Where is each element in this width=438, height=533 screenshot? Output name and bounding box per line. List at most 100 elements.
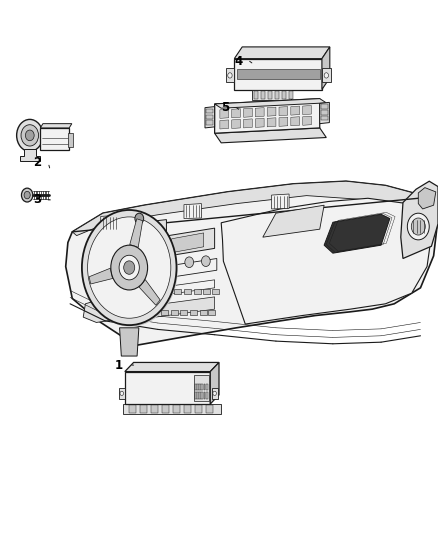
- Circle shape: [407, 213, 429, 240]
- Polygon shape: [234, 47, 330, 59]
- Circle shape: [168, 258, 177, 269]
- Bar: [204, 384, 205, 390]
- Circle shape: [124, 261, 135, 274]
- Text: 2: 2: [33, 156, 41, 169]
- Bar: [206, 120, 213, 125]
- Circle shape: [120, 391, 124, 395]
- Polygon shape: [272, 194, 289, 209]
- Bar: [140, 405, 147, 413]
- Polygon shape: [125, 372, 210, 404]
- Bar: [201, 392, 203, 399]
- Polygon shape: [125, 362, 219, 372]
- Bar: [206, 109, 213, 113]
- Bar: [184, 289, 191, 294]
- Polygon shape: [172, 233, 204, 253]
- Bar: [203, 289, 210, 294]
- Circle shape: [120, 237, 129, 247]
- Circle shape: [140, 228, 158, 249]
- Bar: [161, 310, 168, 315]
- Bar: [162, 405, 169, 413]
- Bar: [184, 405, 191, 413]
- Bar: [190, 310, 197, 315]
- Polygon shape: [40, 124, 72, 128]
- Circle shape: [24, 191, 30, 199]
- Bar: [208, 310, 215, 315]
- Circle shape: [145, 233, 153, 244]
- Bar: [174, 289, 181, 294]
- Polygon shape: [215, 128, 326, 143]
- Polygon shape: [232, 109, 240, 118]
- Bar: [254, 91, 258, 99]
- Polygon shape: [255, 118, 264, 127]
- Circle shape: [228, 73, 232, 78]
- Polygon shape: [40, 128, 69, 150]
- Circle shape: [88, 217, 171, 318]
- Polygon shape: [324, 214, 390, 253]
- Polygon shape: [221, 198, 431, 324]
- Bar: [321, 110, 328, 115]
- Circle shape: [324, 73, 328, 78]
- Polygon shape: [244, 108, 252, 117]
- Circle shape: [185, 257, 194, 268]
- Polygon shape: [322, 69, 331, 82]
- Bar: [206, 115, 213, 119]
- Polygon shape: [291, 106, 300, 115]
- Polygon shape: [320, 102, 329, 124]
- Bar: [197, 384, 199, 390]
- Polygon shape: [184, 204, 201, 219]
- Polygon shape: [220, 109, 229, 118]
- Bar: [200, 310, 207, 315]
- Bar: [206, 405, 213, 413]
- Circle shape: [82, 210, 177, 325]
- Circle shape: [111, 245, 148, 290]
- Text: 1: 1: [114, 359, 122, 372]
- Bar: [282, 91, 286, 99]
- Polygon shape: [220, 120, 229, 129]
- Bar: [212, 289, 219, 294]
- Polygon shape: [244, 119, 252, 128]
- Polygon shape: [205, 107, 215, 128]
- Polygon shape: [234, 59, 322, 90]
- Bar: [199, 392, 201, 399]
- Bar: [164, 289, 171, 294]
- Circle shape: [411, 218, 425, 235]
- Polygon shape: [322, 47, 330, 90]
- Polygon shape: [267, 118, 276, 127]
- Circle shape: [135, 213, 144, 224]
- Polygon shape: [303, 106, 311, 115]
- Bar: [206, 392, 208, 399]
- Polygon shape: [303, 116, 311, 125]
- Circle shape: [201, 256, 210, 266]
- Polygon shape: [89, 268, 113, 284]
- Bar: [171, 310, 178, 315]
- Polygon shape: [155, 297, 215, 317]
- Polygon shape: [279, 117, 288, 126]
- Circle shape: [25, 130, 34, 141]
- Polygon shape: [210, 362, 219, 404]
- Bar: [321, 116, 328, 120]
- Bar: [194, 375, 209, 401]
- Polygon shape: [72, 181, 429, 236]
- Bar: [201, 384, 203, 390]
- Bar: [289, 91, 293, 99]
- Polygon shape: [123, 404, 221, 414]
- Bar: [173, 405, 180, 413]
- Bar: [197, 392, 199, 399]
- Circle shape: [83, 212, 178, 327]
- Bar: [195, 392, 197, 399]
- Polygon shape: [101, 215, 118, 230]
- Bar: [261, 91, 265, 99]
- Bar: [195, 405, 202, 413]
- Polygon shape: [120, 328, 139, 356]
- Polygon shape: [139, 280, 160, 305]
- Polygon shape: [232, 119, 240, 128]
- Polygon shape: [255, 108, 264, 117]
- Polygon shape: [291, 117, 300, 126]
- Polygon shape: [252, 90, 291, 100]
- Polygon shape: [279, 107, 288, 116]
- Bar: [129, 405, 136, 413]
- Bar: [237, 69, 320, 79]
- Polygon shape: [418, 188, 436, 209]
- Text: 5: 5: [222, 101, 230, 114]
- Bar: [199, 384, 201, 390]
